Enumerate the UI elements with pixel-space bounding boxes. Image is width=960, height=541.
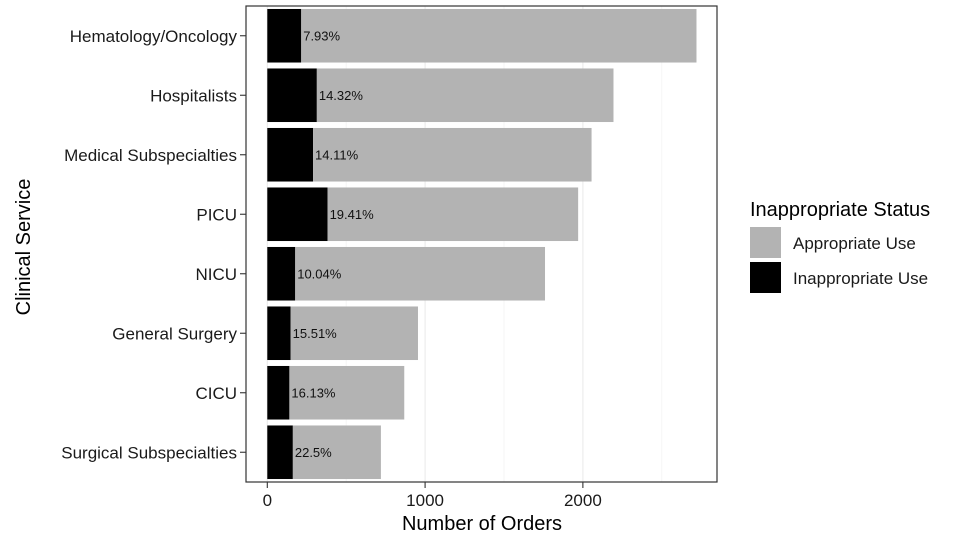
data-label-picu: 19.41%	[330, 207, 375, 222]
bar-appropriate-use-cicu	[289, 365, 405, 420]
bar-appropriate-use-general-surgery	[290, 306, 418, 361]
data-label-surgical-subspecialties: 22.5%	[295, 445, 332, 460]
legend: Inappropriate Status Appropriate Use Ina…	[750, 199, 930, 293]
x-axis: 0 1000 2000	[263, 482, 602, 510]
y-tick-label-surgical-subspecialties: Surgical Subspecialties	[61, 443, 237, 462]
bar-appropriate-use-medical-subspecialties	[313, 127, 592, 182]
bar-appropriate-use-hematology-oncology	[301, 8, 697, 63]
legend-swatch-appropriate-use	[750, 227, 781, 258]
bar-appropriate-use-hospitalists	[316, 68, 614, 123]
legend-swatch-inappropriate-use	[750, 262, 781, 293]
y-tick-label-hospitalists: Hospitalists	[150, 86, 237, 105]
data-label-cicu: 16.13%	[291, 385, 336, 400]
bar-inappropriate-use-medical-subspecialties	[267, 127, 314, 182]
bar-inappropriate-use-general-surgery	[267, 306, 291, 361]
legend-title: Inappropriate Status	[750, 199, 930, 221]
plot-panel-border	[245, 5, 718, 483]
bar-appropriate-use-picu	[327, 187, 579, 242]
bar-inappropriate-use-cicu	[267, 365, 290, 420]
bar-inappropriate-use-hospitalists	[267, 68, 317, 123]
legend-label-inappropriate-use: Inappropriate Use	[793, 269, 928, 288]
data-label-general-surgery: 15.51%	[293, 326, 338, 341]
y-tick-label-cicu: CICU	[195, 384, 237, 403]
data-label-medical-subspecialties: 14.11%	[315, 147, 359, 162]
bar-inappropriate-use-hematology-oncology	[267, 8, 302, 63]
data-labels: 7.93% 14.32% 14.11% 19.41% 10.04% 15.51% 16.13…	[291, 28, 374, 460]
x-tick-label-1000: 1000	[406, 491, 444, 510]
data-label-hospitalists: 14.32%	[319, 88, 364, 103]
y-tick-label-nicu: NICU	[195, 265, 237, 284]
bar-appropriate-use-nicu	[295, 246, 546, 301]
y-tick-label-general-surgery: General Surgery	[112, 324, 237, 343]
data-label-nicu: 10.04%	[297, 266, 342, 281]
x-tick-label-0: 0	[263, 491, 272, 510]
x-axis-title: Number of Orders	[402, 513, 562, 535]
bar-appropriate-use-surgical-subspecialties	[292, 425, 381, 480]
x-tick-label-2000: 2000	[564, 491, 602, 510]
y-tick-label-picu: PICU	[196, 205, 237, 224]
y-tick-label-medical-subspecialties: Medical Subspecialties	[64, 146, 237, 165]
y-axis: Hematology/Oncology Hospitalists Medical S…	[61, 27, 246, 462]
bar-inappropriate-use-picu	[267, 187, 328, 242]
y-tick-label-hematology-oncology: Hematology/Oncology	[70, 27, 238, 46]
bar-inappropriate-use-surgical-subspecialties	[267, 425, 293, 480]
bar-inappropriate-use-nicu	[267, 246, 296, 301]
y-axis-title: Clinical Service	[13, 179, 35, 316]
bars	[267, 8, 697, 480]
legend-label-appropriate-use: Appropriate Use	[793, 234, 916, 253]
data-label-hematology-oncology: 7.93%	[303, 28, 340, 43]
